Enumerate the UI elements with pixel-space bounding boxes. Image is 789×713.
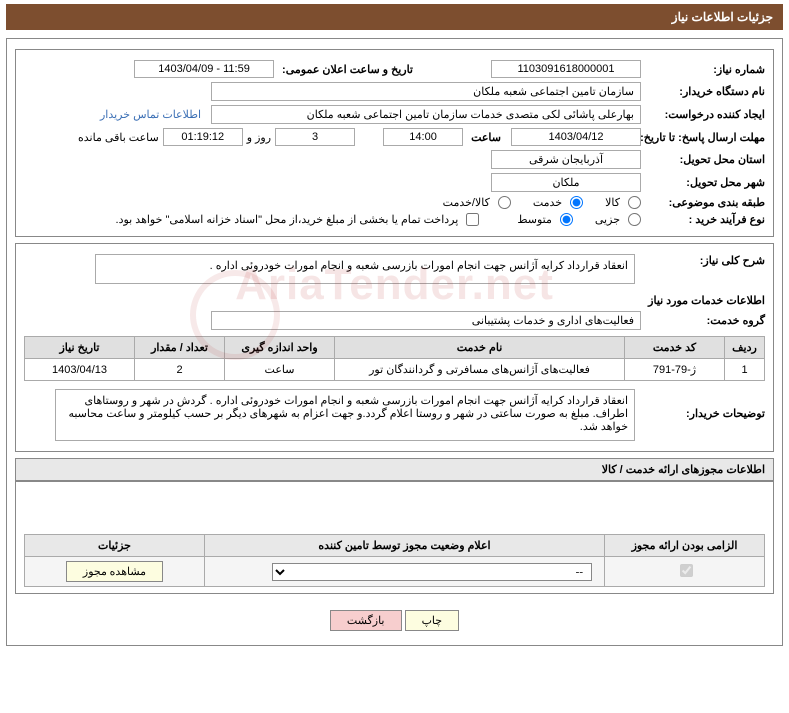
col-details: جزئیات [25,535,205,557]
deadline-label: مهلت ارسال پاسخ: تا تاریخ: [645,131,765,144]
mandatory-checkbox [680,564,693,577]
row-process-type: نوع فرآیند خرید : جزیی متوسط پرداخت تمام… [24,213,765,226]
col-status: اعلام وضعیت مجوز توسط تامین کننده [205,535,605,557]
row-overall-desc: شرح کلی نیاز: انعقاد قرارداد کرایه آژانس… [24,254,765,284]
row-services-info-header: اطلاعات خدمات مورد نیاز [24,294,765,307]
deadline-date-value: 1403/04/12 [511,128,641,146]
remaining-suffix-label: ساعت باقی مانده [78,131,159,144]
remaining-days-value: 3 [275,128,355,146]
radio-service[interactable] [570,196,583,209]
row-requester: ایجاد کننده درخواست: بهارعلی پاشائی لکی … [24,105,765,124]
service-table-header-row: ردیف کد خدمت نام خدمت واحد اندازه گیری ت… [25,337,765,359]
city-value: ملکان [491,173,641,192]
cell-service-name: فعالیت‌های آژانس‌های مسافرتی و گردانندگا… [335,359,625,381]
license-section: الزامی بودن ارائه مجوز اعلام وضعیت مجوز … [15,481,774,594]
col-service-code: کد خدمت [625,337,725,359]
buyer-contact-link[interactable]: اطلاعات تماس خریدار [100,108,201,121]
radio-service-label: خدمت [533,196,562,209]
col-unit: واحد اندازه گیری [225,337,335,359]
footer-buttons: چاپ بازگشت [11,600,778,641]
subject-type-label: طبقه بندی موضوعی: [645,196,765,209]
cell-row-num: 1 [725,359,765,381]
row-buyer-notes: توضیحات خریدار: انعقاد قرارداد کرایه آژا… [24,389,765,441]
process-type-label: نوع فرآیند خرید : [645,213,765,226]
radio-medium-label: متوسط [517,213,552,226]
radio-partial[interactable] [628,213,641,226]
radio-goods-service[interactable] [498,196,511,209]
cell-qty: 2 [135,359,225,381]
buyer-notes-text: انعقاد قرارداد کرایه آژانس جهت انجام امو… [55,389,635,441]
row-city: شهر محل تحویل: ملکان [24,173,765,192]
overall-desc-text: انعقاد قرارداد کرایه آژانس جهت انجام امو… [95,254,635,284]
days-and-label: روز و [247,131,271,144]
treasury-checkbox[interactable] [466,213,479,226]
city-label: شهر محل تحویل: [645,176,765,189]
row-service-group: گروه خدمت: فعالیت‌های اداری و خدمات پشتی… [24,311,765,330]
cell-unit: ساعت [225,359,335,381]
license-section-title: اطلاعات مجوزهای ارائه خدمت / کالا [15,458,774,481]
print-button[interactable]: چاپ [405,610,460,631]
service-table: ردیف کد خدمت نام خدمت واحد اندازه گیری ت… [24,336,765,381]
cell-status: -- [205,557,605,587]
radio-goods-label: کالا [605,196,620,209]
status-select[interactable]: -- [272,563,592,581]
row-need-number: شماره نیاز: 1103091618000001 تاریخ و ساع… [24,60,765,78]
announce-datetime-value: 1403/04/09 - 11:59 [134,60,274,78]
buyer-org-label: نام دستگاه خریدار: [645,85,765,98]
need-detail-section: شرح کلی نیاز: انعقاد قرارداد کرایه آژانس… [15,243,774,452]
col-service-name: نام خدمت [335,337,625,359]
main-container: AriaTender.net شماره نیاز: 1103091618000… [6,38,783,646]
back-button[interactable]: بازگشت [330,610,402,631]
requester-value: بهارعلی پاشائی لکی متصدی خدمات سازمان تا… [211,105,641,124]
radio-goods-service-label: کالا/خدمت [443,196,490,209]
row-deadline: مهلت ارسال پاسخ: تا تاریخ: 1403/04/12 سا… [24,128,765,146]
remaining-hms-value: 01:19:12 [163,128,243,146]
page-title: جزئیات اطلاعات نیاز [6,4,783,30]
header-section: شماره نیاز: 1103091618000001 تاریخ و ساع… [15,49,774,237]
service-group-value: فعالیت‌های اداری و خدمات پشتیبانی [211,311,641,330]
radio-goods[interactable] [628,196,641,209]
treasury-note-label: پرداخت تمام یا بخشی از مبلغ خرید،از محل … [116,213,459,226]
requester-label: ایجاد کننده درخواست: [645,108,765,121]
cell-details: مشاهده مجوز [25,557,205,587]
col-row-num: ردیف [725,337,765,359]
announce-datetime-label: تاریخ و ساعت اعلان عمومی: [278,63,413,76]
radio-medium[interactable] [560,213,573,226]
cell-service-code: ژ-79-791 [625,359,725,381]
license-table-header-row: الزامی بودن ارائه مجوز اعلام وضعیت مجوز … [25,535,765,557]
province-label: استان محل تحویل: [645,153,765,166]
license-table-row: -- مشاهده مجوز [25,557,765,587]
cell-mandatory [605,557,765,587]
col-mandatory: الزامی بودن ارائه مجوز [605,535,765,557]
time-label: ساعت [467,131,501,144]
buyer-org-value: سازمان تامین اجتماعی شعبه ملکان [211,82,641,101]
need-number-label: شماره نیاز: [645,63,765,76]
overall-desc-label: شرح کلی نیاز: [645,254,765,267]
radio-partial-label: جزیی [595,213,620,226]
deadline-time-value: 14:00 [383,128,463,146]
service-table-row: 1 ژ-79-791 فعالیت‌های آژانس‌های مسافرتی … [25,359,765,381]
col-qty: تعداد / مقدار [135,337,225,359]
cell-need-date: 1403/04/13 [25,359,135,381]
row-province: استان محل تحویل: آذربایجان شرقی [24,150,765,169]
view-license-button[interactable]: مشاهده مجوز [66,561,163,582]
row-subject-type: طبقه بندی موضوعی: کالا خدمت کالا/خدمت [24,196,765,209]
buyer-notes-label: توضیحات خریدار: [645,389,765,420]
province-value: آذربایجان شرقی [491,150,641,169]
services-info-label: اطلاعات خدمات مورد نیاز [644,294,765,307]
col-need-date: تاریخ نیاز [25,337,135,359]
row-buyer-org: نام دستگاه خریدار: سازمان تامین اجتماعی … [24,82,765,101]
service-group-label: گروه خدمت: [645,314,765,327]
need-number-value: 1103091618000001 [491,60,641,78]
license-table: الزامی بودن ارائه مجوز اعلام وضعیت مجوز … [24,534,765,587]
